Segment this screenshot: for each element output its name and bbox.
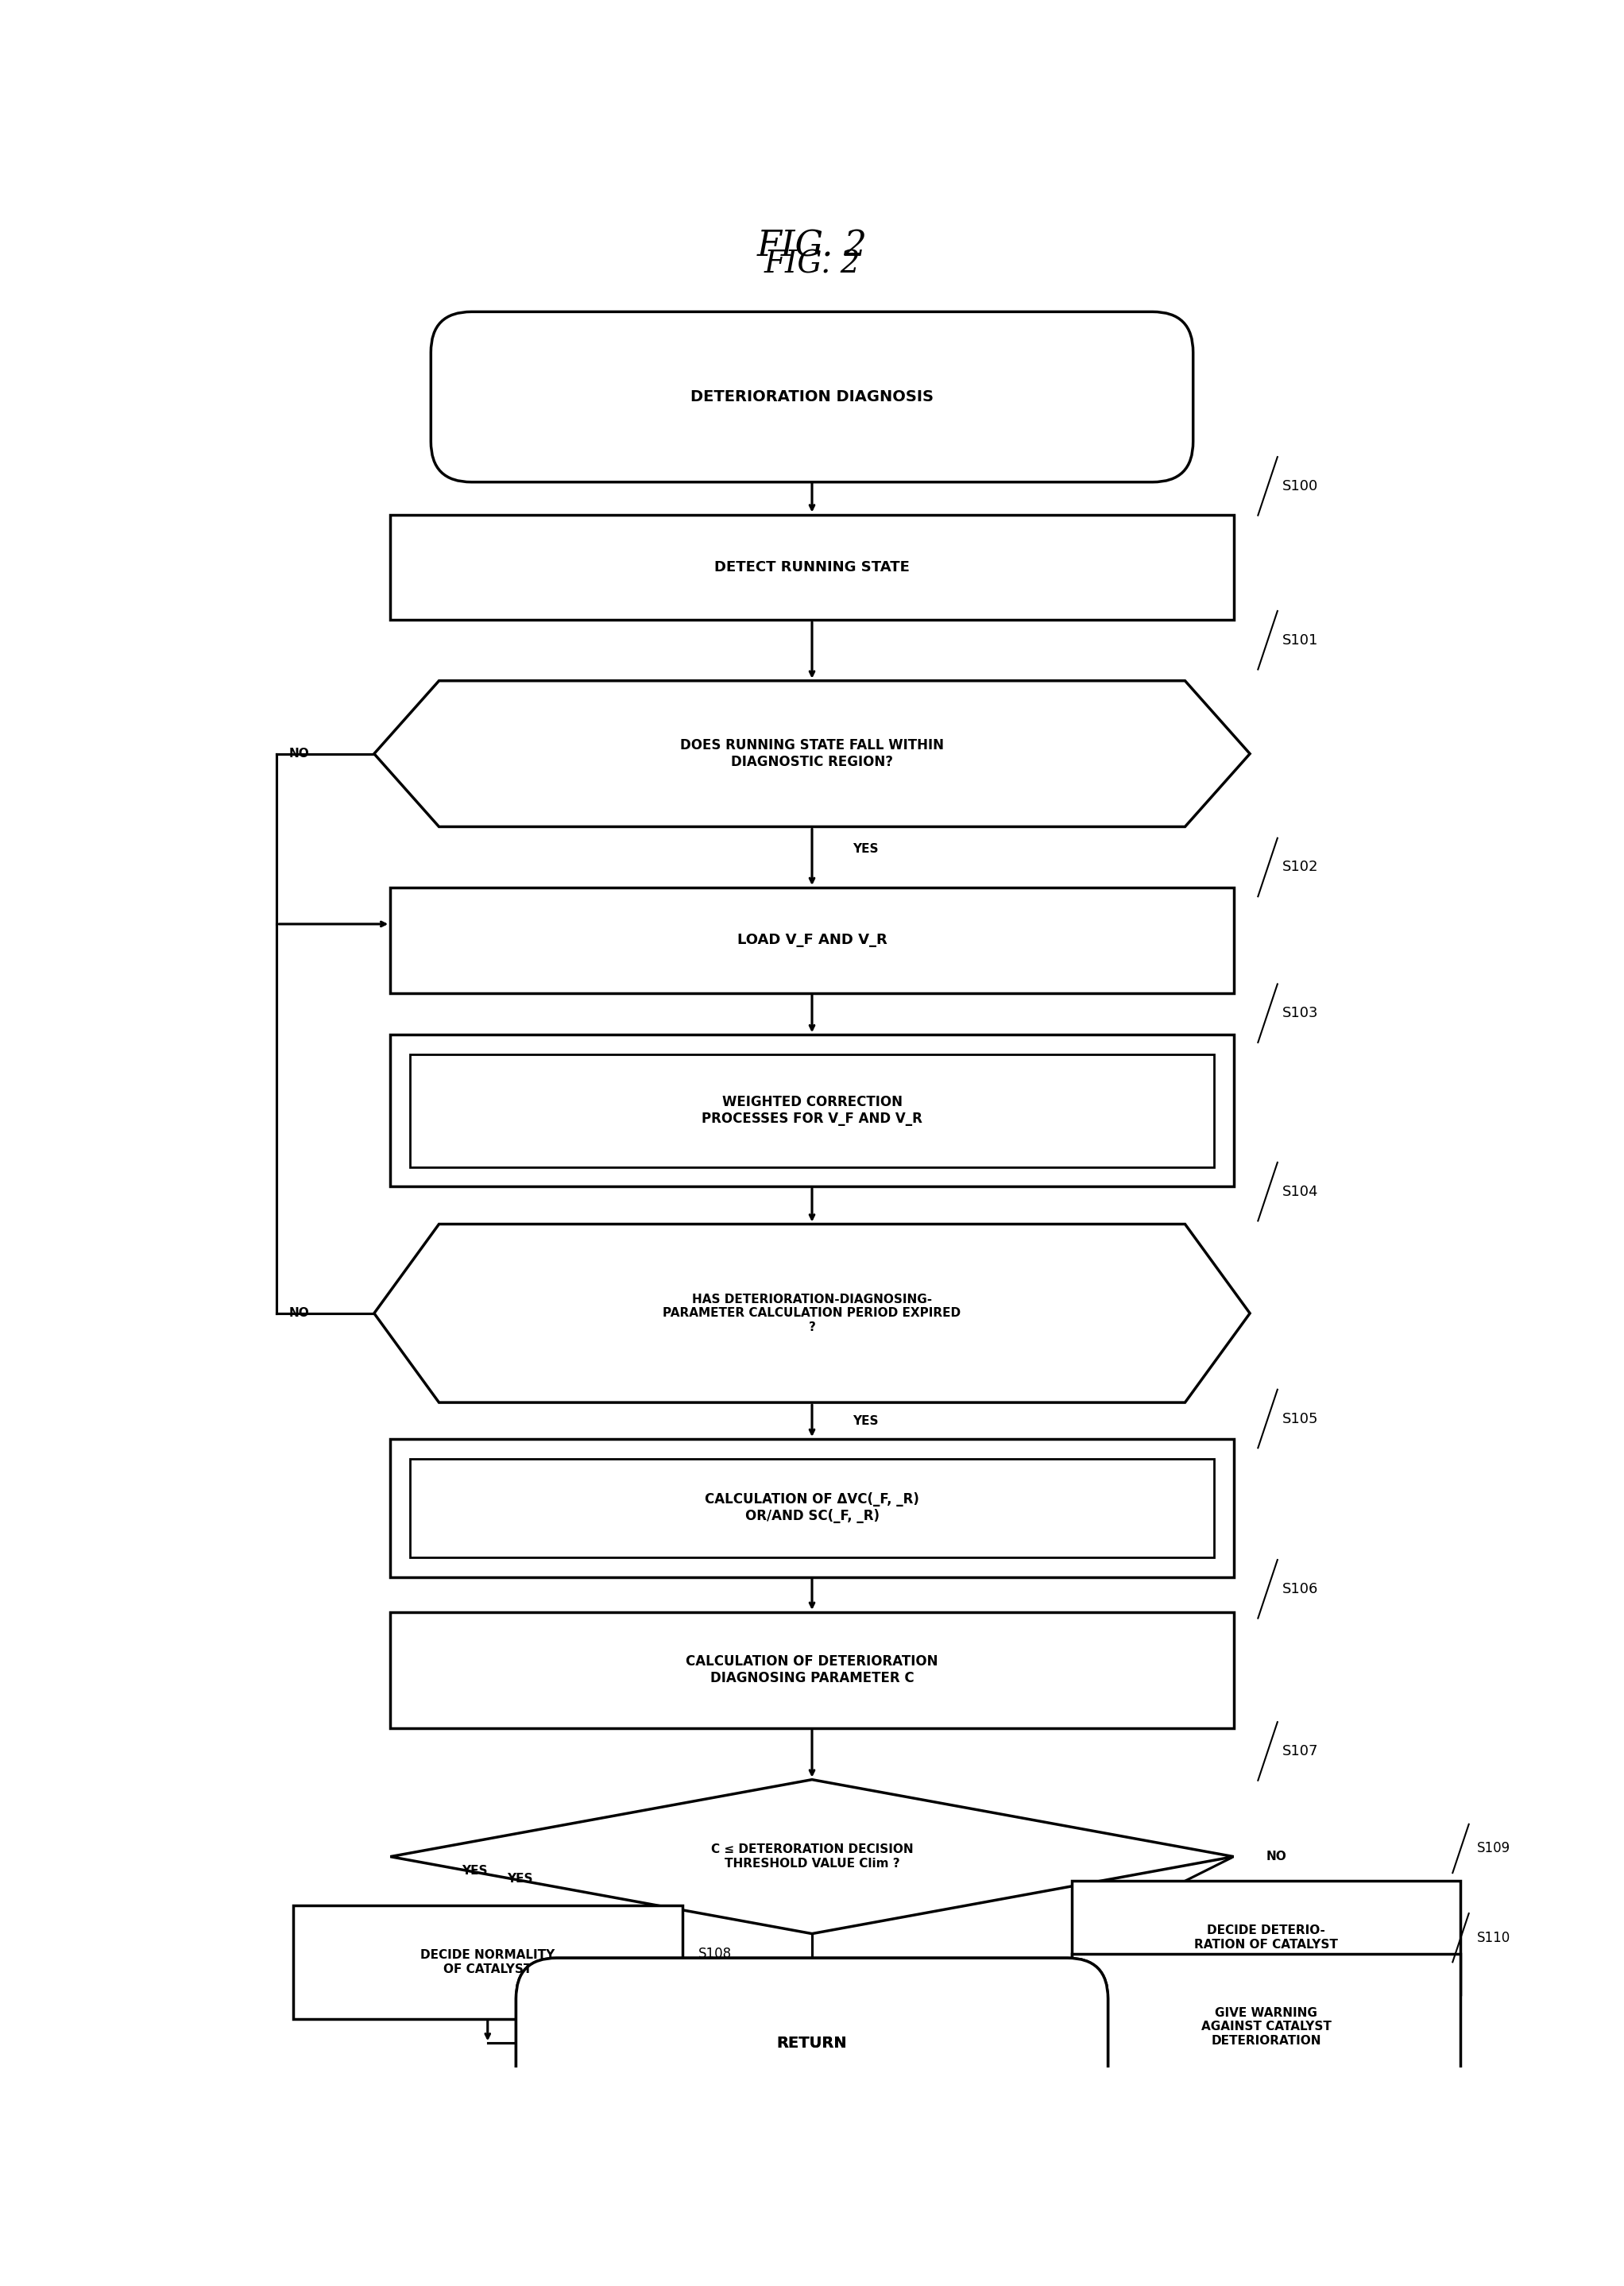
Polygon shape — [390, 1779, 1234, 1934]
FancyBboxPatch shape — [430, 311, 1194, 482]
Text: CALCULATION OF ΔVC(_F, _R)
OR/AND SC(_F, _R): CALCULATION OF ΔVC(_F, _R) OR/AND SC(_F,… — [705, 1493, 919, 1522]
Bar — [390, 1438, 1234, 1577]
Text: YES: YES — [507, 1872, 533, 1884]
Text: NO: NO — [289, 748, 309, 759]
Text: S103: S103 — [1283, 1006, 1319, 1020]
Text: DECIDE NORMALITY
OF CATALYST: DECIDE NORMALITY OF CATALYST — [421, 1950, 555, 1975]
Text: HAS DETERIORATION-DIAGNOSING-
PARAMETER CALCULATION PERIOD EXPIRED
?: HAS DETERIORATION-DIAGNOSING- PARAMETER … — [663, 1294, 961, 1333]
Text: DETERIORATION DIAGNOSIS: DETERIORATION DIAGNOSIS — [690, 389, 934, 405]
Text: S104: S104 — [1283, 1184, 1319, 1198]
Text: S106: S106 — [1283, 1582, 1319, 1596]
Text: YES: YES — [853, 1415, 879, 1426]
Text: S110: S110 — [1476, 1932, 1510, 1945]
Text: FIG. 2: FIG. 2 — [757, 229, 867, 263]
Text: S108: S108 — [698, 1948, 732, 1961]
Bar — [390, 1612, 1234, 1728]
Text: DOES RUNNING STATE FALL WITHIN
DIAGNOSTIC REGION?: DOES RUNNING STATE FALL WITHIN DIAGNOSTI… — [680, 738, 944, 768]
Text: WEIGHTED CORRECTION
PROCESSES FOR V_F AND V_R: WEIGHTED CORRECTION PROCESSES FOR V_F AN… — [702, 1095, 922, 1127]
Text: NO: NO — [289, 1308, 309, 1319]
Text: RETURN: RETURN — [776, 2035, 848, 2051]
Text: S105: S105 — [1283, 1410, 1319, 1426]
Text: RETURN: RETURN — [776, 2035, 848, 2051]
FancyBboxPatch shape — [516, 1959, 1108, 2128]
Bar — [1072, 1955, 1460, 2101]
Text: S101: S101 — [1283, 633, 1319, 647]
Polygon shape — [374, 681, 1250, 828]
Text: LOAD V_F AND V_R: LOAD V_F AND V_R — [737, 933, 887, 946]
Polygon shape — [374, 1223, 1250, 1404]
Bar — [409, 1054, 1215, 1166]
Text: FIG. 2: FIG. 2 — [763, 249, 861, 279]
Bar — [1072, 1881, 1460, 1993]
Text: S107: S107 — [1283, 1744, 1319, 1758]
Text: S100: S100 — [1283, 480, 1319, 494]
Bar — [292, 1904, 682, 2019]
Text: S109: S109 — [1476, 1843, 1510, 1856]
FancyBboxPatch shape — [516, 1959, 1108, 2128]
Text: NO: NO — [1267, 1852, 1286, 1863]
Bar — [390, 1036, 1234, 1186]
Bar — [390, 514, 1234, 620]
Text: C ≤ DETERORATION DECISION
THRESHOLD VALUE Clim ?: C ≤ DETERORATION DECISION THRESHOLD VALU… — [711, 1845, 913, 1870]
Bar — [409, 1458, 1215, 1557]
Text: GIVE WARNING
AGAINST CATALYST
DETERIORATION: GIVE WARNING AGAINST CATALYST DETERIORAT… — [1202, 2007, 1332, 2046]
Bar — [390, 887, 1234, 992]
Text: DETECT RUNNING STATE: DETECT RUNNING STATE — [715, 560, 909, 574]
Text: DECIDE DETERIO-
RATION OF CATALYST: DECIDE DETERIO- RATION OF CATALYST — [1194, 1925, 1338, 1950]
Text: S102: S102 — [1283, 860, 1319, 876]
Text: CALCULATION OF DETERIORATION
DIAGNOSING PARAMETER C: CALCULATION OF DETERIORATION DIAGNOSING … — [685, 1655, 939, 1685]
Text: YES: YES — [853, 844, 879, 855]
Text: YES: YES — [461, 1865, 487, 1877]
